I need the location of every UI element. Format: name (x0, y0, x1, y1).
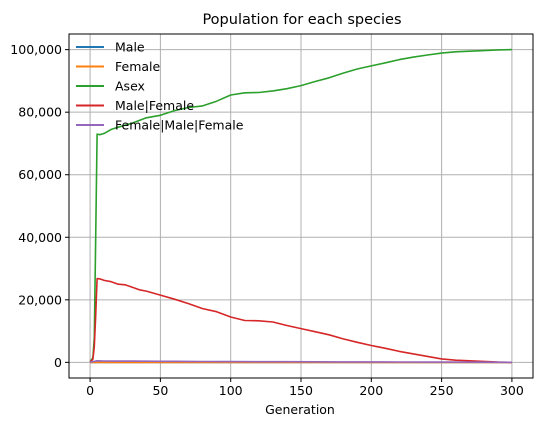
y-tick-label: 100,000 (10, 42, 62, 57)
y-tick-label: 0 (54, 355, 62, 370)
y-tick-label: 40,000 (18, 230, 62, 245)
x-tick-label: 50 (152, 383, 168, 398)
y-tick-label: 20,000 (18, 292, 62, 307)
legend-label: Male|Female (115, 98, 194, 113)
legend-label: Male (115, 40, 145, 55)
legend-label: Female (115, 59, 161, 74)
x-tick-label: 250 (430, 383, 454, 398)
series-line-female-male-female (89, 359, 512, 364)
y-tick-label: 60,000 (18, 167, 62, 182)
series-lines (89, 48, 512, 364)
chart-title: Population for each species (202, 12, 401, 28)
series-line-male-female (89, 277, 512, 364)
x-tick-label: 0 (86, 383, 94, 398)
axis-ticks: 0 50 100 150 200 250 300 0 20,000 40,000 60,000 80,… (10, 42, 524, 398)
y-tick-label: 80,000 (18, 105, 62, 120)
x-tick-label: 200 (359, 383, 383, 398)
legend-label: Asex (115, 79, 145, 94)
grid-lines (69, 34, 533, 378)
x-tick-label: 100 (219, 383, 243, 398)
x-tick-label: 150 (289, 383, 313, 398)
x-tick-label: 300 (500, 383, 524, 398)
legend: Male Female Asex Male|Female Female|Male|Fem… (76, 40, 244, 133)
series-line-asex (89, 48, 512, 363)
x-axis-title: Generation (265, 402, 335, 417)
legend-label: Female|Male|Female (115, 118, 244, 133)
